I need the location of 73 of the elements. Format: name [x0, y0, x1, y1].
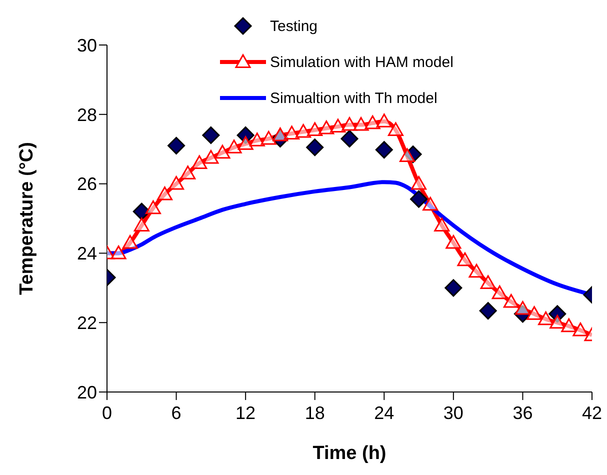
point	[202, 126, 220, 144]
point	[214, 144, 230, 159]
y-tick-label: 28	[76, 104, 97, 125]
point	[468, 264, 484, 278]
point	[375, 141, 393, 159]
point	[404, 146, 422, 164]
point	[503, 294, 519, 308]
point	[203, 150, 219, 164]
y-tick-label: 24	[76, 244, 97, 264]
point	[284, 126, 300, 140]
x-tick-label: 6	[171, 402, 182, 423]
x-tick-label: 0	[102, 402, 112, 423]
x-tick-label: 18	[304, 402, 325, 423]
point	[192, 155, 208, 169]
point	[353, 117, 369, 131]
y-tick-label: 26	[76, 174, 97, 194]
point	[340, 130, 358, 148]
point	[457, 252, 473, 266]
point	[479, 302, 497, 320]
point	[388, 122, 404, 136]
point	[550, 314, 566, 329]
point	[572, 322, 588, 336]
y-tick-label: 20	[76, 382, 97, 402]
x-tick-label: 12	[236, 402, 256, 423]
point	[180, 166, 196, 180]
point	[122, 235, 138, 249]
point	[272, 127, 288, 142]
point	[318, 120, 334, 134]
point	[399, 148, 415, 162]
x-tick-label: 24	[374, 402, 394, 423]
y-tick-label: 22	[76, 312, 97, 333]
point	[444, 279, 462, 297]
point	[561, 318, 577, 332]
point	[307, 122, 323, 136]
point	[226, 140, 242, 154]
point	[249, 132, 265, 146]
point	[526, 306, 542, 320]
x-tick-label: 36	[512, 402, 533, 423]
point	[168, 176, 184, 190]
y-tick-label: 30	[76, 35, 97, 56]
point	[514, 300, 530, 315]
point	[236, 126, 254, 144]
point	[134, 218, 150, 232]
point	[238, 136, 254, 150]
x-tick-label: 30	[443, 402, 464, 423]
point	[132, 202, 150, 220]
point	[434, 218, 450, 232]
y-axis-title: Temperature (°C)	[16, 142, 38, 295]
point	[364, 115, 380, 130]
legend-label: Testing	[270, 18, 318, 34]
point	[296, 124, 312, 138]
point	[492, 285, 508, 300]
point	[548, 305, 566, 323]
point	[156, 186, 172, 200]
point	[168, 136, 186, 154]
x-tick-label: 42	[582, 402, 602, 423]
point	[514, 305, 532, 323]
point	[260, 130, 276, 145]
point	[306, 138, 324, 156]
x-axis-title: Time (h)	[312, 443, 386, 464]
point	[376, 114, 392, 128]
point	[145, 200, 161, 214]
point	[446, 235, 462, 249]
legend-label: Simulation with HAM model	[270, 54, 454, 70]
point	[330, 118, 346, 133]
point	[410, 190, 428, 208]
legend-label: Simualtion with Th model	[270, 90, 438, 106]
point	[271, 130, 289, 148]
point	[411, 176, 427, 190]
point	[480, 275, 496, 290]
point	[538, 311, 554, 326]
point	[422, 196, 438, 211]
point	[342, 117, 358, 131]
